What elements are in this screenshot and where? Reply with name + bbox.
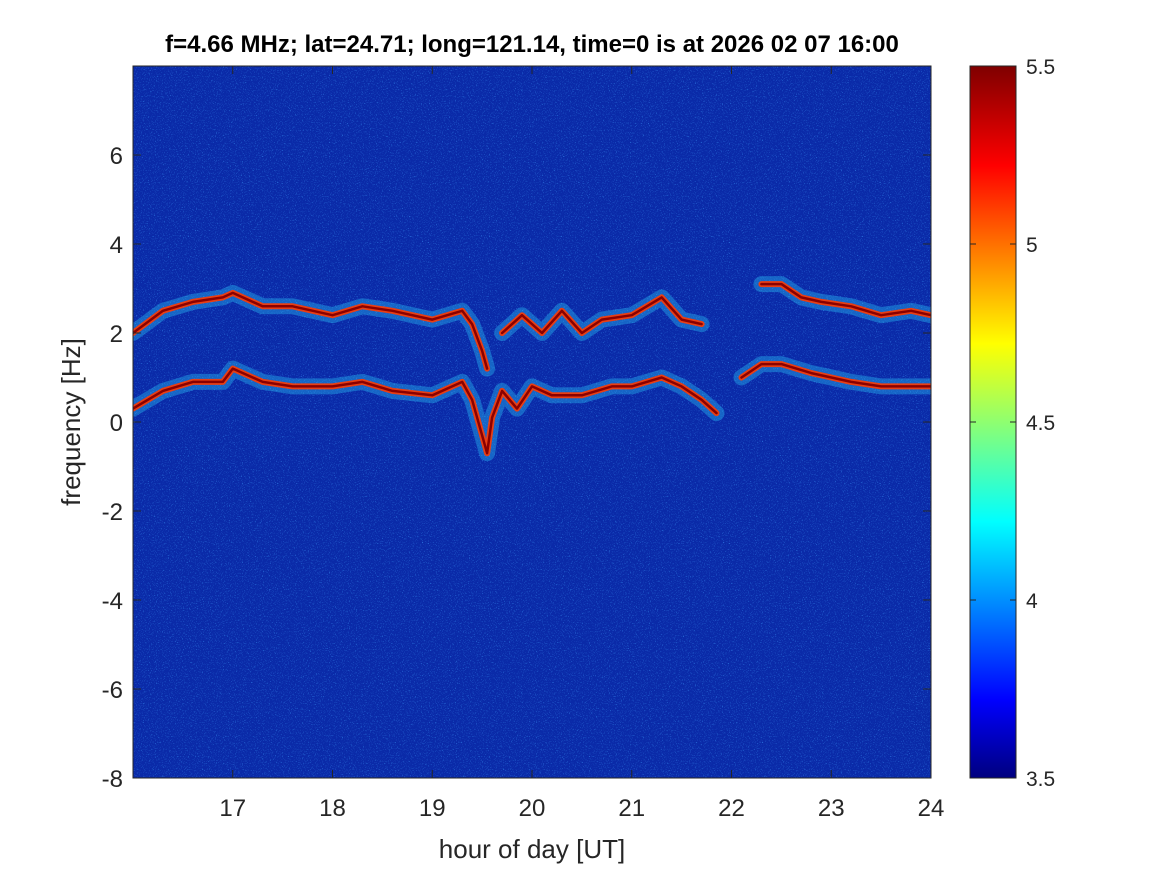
x-tick-label: 23 (818, 795, 845, 822)
y-tick-label: -2 (102, 499, 123, 526)
plot-area (132, 65, 932, 779)
colorbar-ticks: 3.5 4 4.5 5 5.5 (970, 56, 1055, 791)
trace-core (760, 282, 931, 317)
y-tick-label: -4 (102, 588, 123, 615)
trace-core (500, 296, 703, 335)
y-tick-label: -8 (102, 766, 123, 793)
colorbar: 3.5 4 4.5 5 5.5 (969, 56, 1055, 791)
x-axis-ticks: 17 18 19 20 21 22 23 24 (219, 66, 944, 822)
x-tick-label: 20 (519, 795, 546, 822)
y-axis-label: frequency [Hz] (56, 338, 86, 506)
y-tick-label: 0 (110, 410, 123, 437)
trace-core (133, 367, 718, 455)
x-axis-label: hour of day [UT] (439, 834, 625, 864)
colorbar-tick-label: 3.5 (1026, 768, 1055, 791)
x-tick-label: 19 (419, 795, 446, 822)
y-axis-ticks: -8 -6 -4 -2 0 2 4 6 (102, 143, 931, 793)
y-tick-label: 4 (110, 232, 123, 259)
spectral-traces (133, 276, 931, 462)
x-tick-label: 24 (918, 795, 945, 822)
y-tick-label: 2 (110, 321, 123, 348)
x-tick-label: 17 (219, 795, 246, 822)
chart-title: f=4.66 MHz; lat=24.71; long=121.14, time… (165, 31, 899, 58)
colorbar-tick-label: 4 (1026, 590, 1038, 613)
x-tick-label: 22 (718, 795, 745, 822)
colorbar-tick-label: 5 (1026, 234, 1038, 257)
colorbar-tick-label: 4.5 (1026, 412, 1055, 435)
x-tick-label: 21 (618, 795, 645, 822)
y-tick-label: 6 (110, 143, 123, 170)
trace-core (133, 291, 489, 370)
plot-noise (133, 66, 931, 778)
trace-core (740, 362, 931, 388)
colorbar-gradient (969, 65, 1017, 779)
colorbar-tick-label: 5.5 (1026, 56, 1055, 79)
y-tick-label: -6 (102, 677, 123, 704)
x-tick-label: 18 (319, 795, 346, 822)
